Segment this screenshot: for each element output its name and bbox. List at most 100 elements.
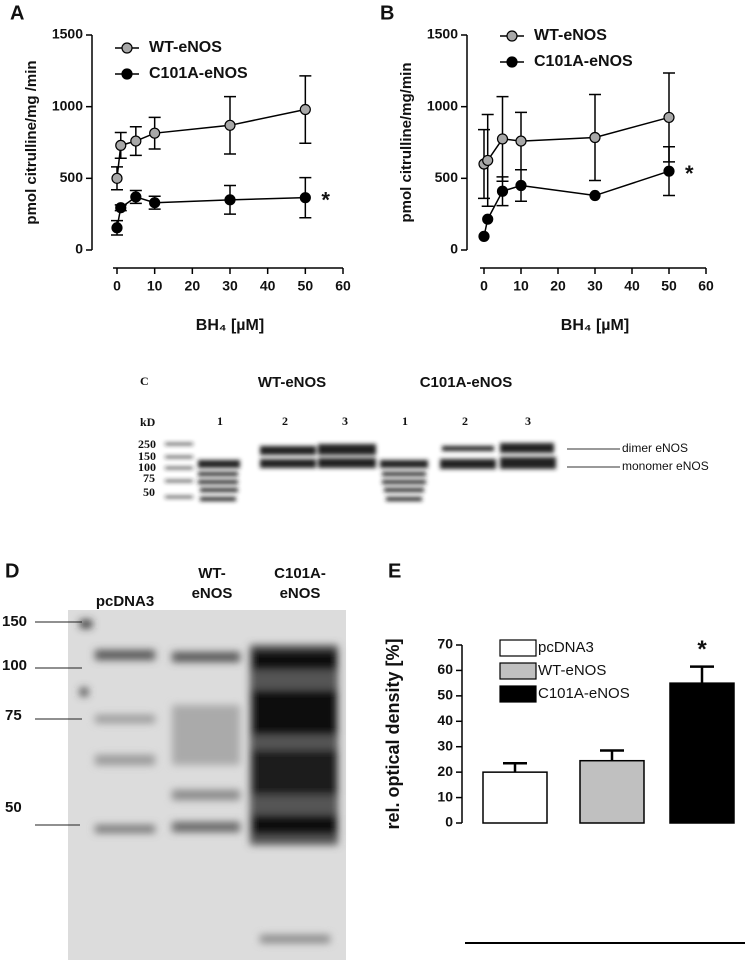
data-point [478,230,490,242]
x-axis-label: BH₄ [µM] [561,317,629,334]
lane-label: 3 [342,414,348,428]
data-point [496,185,509,197]
panel-label: E [388,560,401,582]
annotation: * [685,161,694,186]
group-label: C101A-eNOS [420,374,513,391]
legend-swatch [499,639,537,657]
x-tick-label: 60 [698,278,714,294]
x-tick-label: 0 [480,278,488,294]
x-tick-label: 0 [113,278,121,294]
y-tick-label: 40 [437,712,453,728]
data-point [299,192,311,204]
x-tick-label: 40 [624,278,640,294]
x-tick-label: 50 [298,278,314,294]
blot-d: D pcDNA3 WT- eNOS C101A- eNOS 150 100 75… [2,560,346,960]
data-point [663,111,675,124]
series-line [483,116,670,165]
marker-label: 50 [5,799,22,816]
bar [482,771,548,824]
x-tick-label: 20 [185,278,201,294]
legend-label: WT-eNOS [149,39,222,56]
marker-label: 75 [143,471,155,485]
data-point [224,119,236,131]
data-point [482,154,494,167]
lane-label: 2 [282,414,288,428]
marker-label: 75 [5,707,22,724]
y-tick-label: 1000 [427,97,458,113]
legend-marker [121,68,133,80]
data-point [115,202,127,214]
annotation: * [321,187,330,212]
data-point [111,172,123,184]
lane-label: 1 [217,414,223,428]
legend-swatch [499,685,537,703]
y-tick-label: 20 [437,763,453,779]
data-point [589,131,601,144]
x-tick-label: 60 [335,278,351,294]
x-tick-label: 30 [587,278,603,294]
panel-label: D [5,560,19,582]
lane-label: eNOS [280,585,321,602]
x-tick-label: 40 [260,278,276,294]
data-point [224,194,236,206]
bar [669,682,735,824]
panel-label: A [10,2,24,24]
data-point [111,222,123,234]
data-point [130,135,142,147]
band-label: dimer eNOS [622,441,688,455]
lane-label: C101A- [274,565,326,582]
data-point [115,139,127,151]
y-tick-label: 0 [450,241,458,257]
panel-label: C [140,374,149,388]
data-point [496,133,509,145]
legend-label: pcDNA3 [538,639,594,656]
series-line [116,108,306,179]
data-point [515,179,527,192]
y-tick-label: 60 [437,661,453,677]
marker-label: 150 [2,613,27,630]
x-tick-label: 20 [550,278,566,294]
series-line [116,196,306,228]
group-label: WT-eNOS [258,374,326,391]
legend-label: WT-eNOS [538,662,606,679]
y-tick-label: 1500 [52,26,83,42]
legend-marker [121,42,133,54]
blot-bands [80,620,338,943]
lane-label: pcDNA3 [96,593,154,610]
data-point [149,127,161,139]
data-point [515,135,527,147]
data-point [149,197,161,209]
y-tick-label: 50 [437,687,453,703]
x-tick-label: 10 [147,278,163,294]
legend-marker [506,30,518,42]
y-axis-label: pmol citrulline/mg /min [23,60,40,224]
marker-label: 250 [138,437,156,451]
lane-label: 3 [525,414,531,428]
marker-label: 50 [143,485,155,499]
legend-label: C101A-eNOS [538,685,630,702]
data-point [130,191,142,203]
lane-label: 1 [402,414,408,428]
x-tick-label: 50 [661,278,677,294]
y-tick-label: 0 [445,814,453,830]
y-axis-label: rel. optical density [%] [383,638,403,829]
marker-label: 150 [138,449,156,463]
legend-swatch [499,662,537,680]
x-tick-label: 10 [513,278,529,294]
y-tick-label: 500 [60,169,84,185]
x-tick-label: 30 [222,278,238,294]
legend-label: WT-eNOS [534,27,607,44]
band-label: monomer eNOS [622,459,709,473]
lane-label: eNOS [192,585,233,602]
bar [579,759,645,824]
error-bar [503,761,527,773]
unit-label: kD [140,415,156,429]
annotation: * [697,636,707,663]
data-point [482,213,494,225]
panel-label: B [380,2,394,24]
x-axis-label: BH₄ [µM] [196,317,264,334]
y-tick-label: 10 [437,788,453,804]
y-tick-label: 1500 [427,26,458,42]
